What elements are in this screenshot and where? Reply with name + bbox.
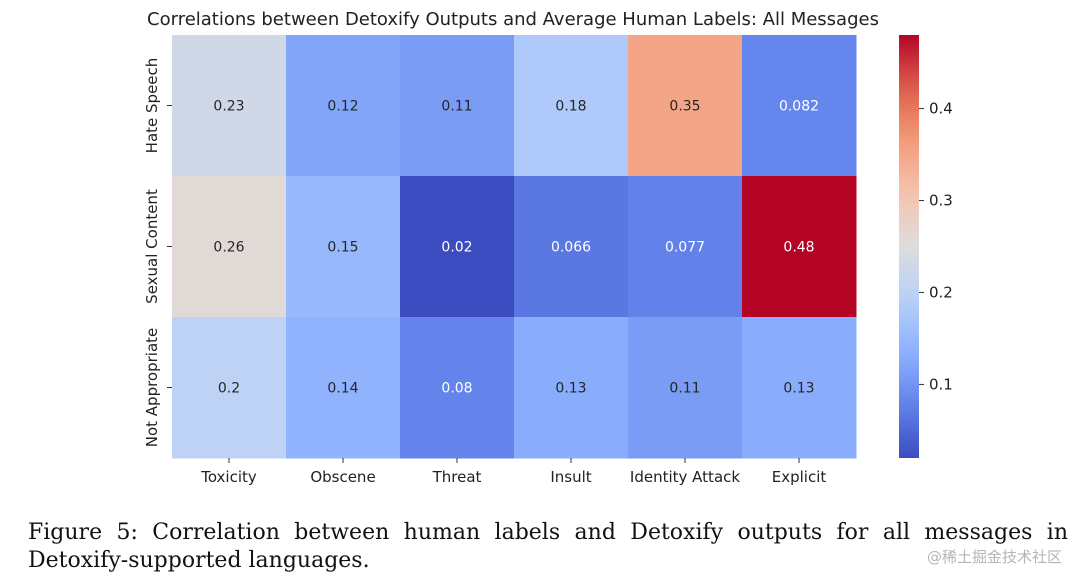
heatmap-cell — [172, 317, 287, 459]
heatmap-cell — [172, 176, 287, 318]
heatmap-cell — [286, 35, 401, 177]
y-tick-label: Hate Speech — [143, 58, 161, 154]
colorbar-tick-label: 0.2 — [929, 283, 953, 301]
y-tick-label: Sexual Content — [143, 189, 161, 304]
cell-value-label: 0.26 — [213, 240, 244, 256]
heatmap-cell — [400, 35, 515, 177]
cell-value-label: 0.18 — [555, 99, 586, 115]
y-tick-label: Not Appropriate — [143, 328, 161, 448]
watermark: @稀土掘金技术社区 — [926, 548, 1062, 566]
colorbar-tick-label: 0.1 — [929, 375, 953, 393]
cell-value-label: 0.14 — [327, 381, 358, 397]
cell-value-label: 0.48 — [783, 240, 814, 256]
chart-title: Correlations between Detoxify Outputs an… — [147, 9, 879, 30]
cell-value-label: 0.35 — [669, 99, 700, 115]
x-axis: Toxicity Obscene Threat Insult Identity Atta… — [200, 458, 826, 486]
cell-value-label: 0.082 — [779, 99, 819, 115]
heatmap-cell — [172, 35, 287, 177]
x-tick-label: Explicit — [772, 468, 827, 486]
x-tick-label: Insult — [550, 468, 591, 486]
heatmap-cell — [742, 176, 857, 318]
cell-value-label: 0.13 — [555, 381, 586, 397]
heatmap-cell — [628, 35, 743, 177]
heatmap-cell — [742, 35, 857, 177]
x-tick-label: Obscene — [310, 468, 375, 486]
colorbar-ticks: 0.1 0.2 0.3 0.4 — [919, 100, 953, 393]
colorbar-tick-label: 0.4 — [929, 100, 953, 118]
y-axis: Hate Speech Sexual Content Not Appropriate — [143, 58, 172, 448]
heatmap-cell — [514, 176, 629, 318]
heatmap-cell — [514, 317, 629, 459]
heatmap-cell — [628, 317, 743, 459]
x-tick-label: Identity Attack — [630, 468, 740, 486]
heatmap-cell — [286, 176, 401, 318]
cell-value-label: 0.02 — [441, 240, 472, 256]
x-tick-label: Threat — [432, 468, 482, 486]
cell-value-label: 0.13 — [783, 381, 814, 397]
cell-value-label: 0.2 — [218, 381, 240, 397]
cell-value-label: 0.11 — [441, 99, 472, 115]
cell-value-label: 0.066 — [551, 240, 591, 256]
heatmap-cell — [400, 176, 515, 318]
heatmap-cell — [628, 176, 743, 318]
figure-caption: Figure 5: Correlation between human labe… — [28, 520, 1068, 573]
colorbar-tick-label: 0.3 — [929, 192, 953, 210]
colorbar — [899, 35, 919, 458]
cell-value-label: 0.11 — [669, 381, 700, 397]
x-tick-label: Toxicity — [200, 468, 257, 486]
heatmap-cell — [286, 317, 401, 459]
heatmap-cell — [742, 317, 857, 459]
heatmap-chart: Correlations between Detoxify Outputs an… — [143, 9, 953, 486]
cell-value-label: 0.15 — [327, 240, 358, 256]
cell-value-label: 0.077 — [665, 240, 705, 256]
heatmap-cells: 0.23 0.12 0.11 0.18 0.35 0.082 0.26 0.15 0.02 0.0… — [172, 35, 857, 459]
heatmap-cell — [514, 35, 629, 177]
cell-value-label: 0.12 — [327, 99, 358, 115]
cell-value-label: 0.23 — [213, 99, 244, 115]
heatmap-cell — [400, 317, 515, 459]
cell-value-label: 0.08 — [441, 381, 472, 397]
